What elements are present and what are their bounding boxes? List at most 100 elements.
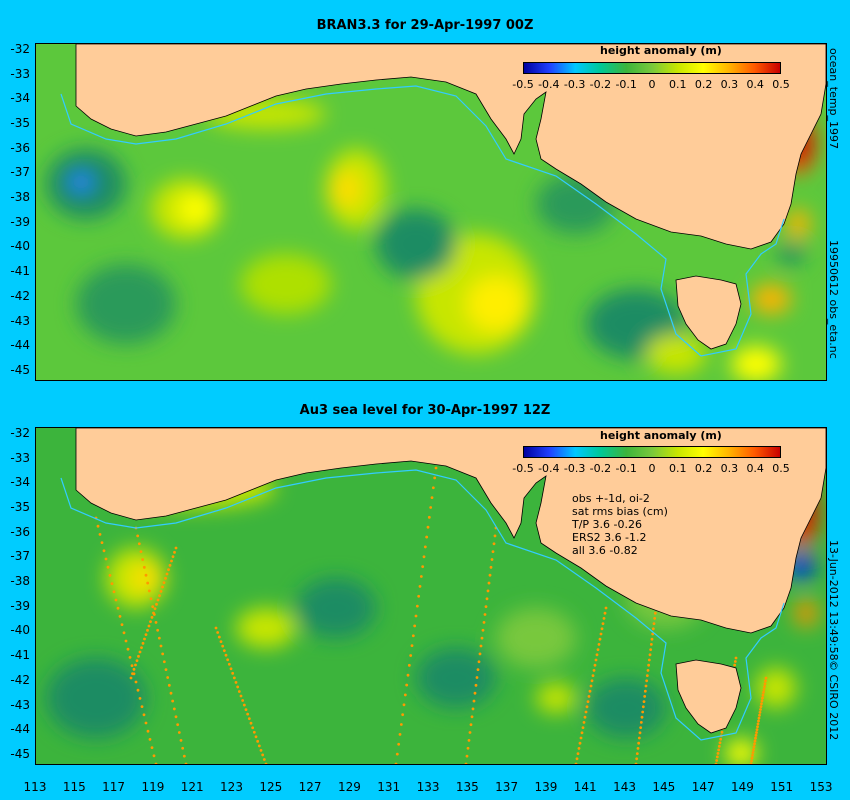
track-dot <box>146 628 149 632</box>
track-dot <box>156 628 160 632</box>
track-dot <box>757 716 761 720</box>
y-tick-label: -41 <box>10 264 30 279</box>
track-dot <box>106 565 110 569</box>
track-dot <box>413 624 417 628</box>
track-dot <box>422 555 426 559</box>
track-dot <box>645 679 649 683</box>
stats-line: sat rms bias (cm) <box>572 505 668 518</box>
track-dot <box>647 658 651 662</box>
track-dot <box>640 715 644 719</box>
legend-tick: 0.4 <box>746 462 764 475</box>
track-dot <box>591 674 595 677</box>
track-dot <box>256 739 260 743</box>
track-dot <box>162 660 166 664</box>
track-dot <box>715 759 719 762</box>
track-dot <box>129 676 133 680</box>
legend-tick: -0.3 <box>563 78 586 91</box>
track-dot <box>641 710 645 714</box>
track-dot <box>647 663 651 667</box>
track-dot <box>221 644 225 648</box>
track-dot <box>138 697 142 700</box>
track-dot <box>161 652 165 656</box>
track-dot <box>756 725 759 729</box>
track-dot <box>491 550 495 553</box>
track-dot <box>590 679 594 683</box>
track-dot <box>649 643 653 646</box>
track-dot <box>96 524 100 528</box>
track-dot <box>143 637 146 641</box>
satellite-tracks <box>94 466 768 764</box>
track-dot <box>639 721 643 724</box>
y-tick-label: -42 <box>10 288 30 303</box>
track-dot <box>171 555 175 559</box>
track-dot <box>598 637 602 641</box>
track-dot <box>733 663 737 667</box>
track-dot <box>637 741 641 745</box>
track-dot <box>214 626 218 630</box>
track-dot <box>237 690 241 693</box>
x-tick-label: 131 <box>377 780 401 794</box>
panel-2-field <box>36 428 826 764</box>
track-dot <box>574 762 578 764</box>
y-tick-label: -37 <box>10 165 30 180</box>
track-dot <box>246 712 250 716</box>
track-dot <box>423 545 427 549</box>
x-tick-label: 149 <box>730 780 754 794</box>
x-tick-label: 129 <box>337 780 361 794</box>
y-tick-label: -33 <box>10 66 30 81</box>
track-dot <box>466 746 470 750</box>
track-dot <box>734 656 738 660</box>
track-dot <box>603 611 607 615</box>
track-dot <box>261 753 265 757</box>
y-tick-label: -34 <box>10 91 30 106</box>
track-dot <box>465 754 469 758</box>
track-dot <box>638 731 642 735</box>
track-dot <box>425 535 429 539</box>
legend-tick: 0.4 <box>746 78 764 91</box>
track-dot <box>144 633 148 637</box>
track-dot <box>262 758 266 761</box>
y-tick-label: -39 <box>10 598 30 613</box>
legend-tick: -0.1 <box>615 78 637 91</box>
tasmania <box>675 275 742 350</box>
track-dot <box>259 749 263 752</box>
track-dot <box>168 563 172 567</box>
track-dot <box>136 688 140 692</box>
track-dot <box>244 708 248 711</box>
track-dot <box>164 576 167 580</box>
track-dot <box>222 649 226 653</box>
track-dot <box>758 713 761 717</box>
track-dot <box>247 717 251 721</box>
track-dot <box>147 624 151 628</box>
track-dot <box>719 737 723 741</box>
track-dot <box>644 684 648 688</box>
track-dot <box>578 741 582 745</box>
track-dot <box>580 731 584 735</box>
track-dot <box>229 667 233 671</box>
track-dot <box>134 663 137 667</box>
track-dot <box>157 636 161 640</box>
legend-tick: 0.5 <box>772 462 790 475</box>
track-dot <box>131 672 134 676</box>
track-dot <box>467 739 471 742</box>
track-dot <box>653 617 657 620</box>
track-dot <box>472 699 476 703</box>
track-dot <box>108 574 112 577</box>
track-dot <box>397 742 401 746</box>
track-dot <box>648 653 652 657</box>
track-dot <box>170 559 173 563</box>
track-dot <box>733 660 737 663</box>
australia-landmass <box>75 44 826 250</box>
track-dot <box>421 565 425 569</box>
track-dot <box>236 685 240 689</box>
track-dot <box>478 652 482 656</box>
track-dot <box>146 729 150 733</box>
track-dot <box>477 660 481 664</box>
legend-tick: 0.3 <box>720 78 739 91</box>
track-dot <box>592 669 596 672</box>
track-dot <box>651 627 655 631</box>
y-tick-label: -45 <box>10 746 30 761</box>
track-dot <box>140 646 143 650</box>
track-dot <box>484 605 488 609</box>
track-dot <box>579 736 583 740</box>
